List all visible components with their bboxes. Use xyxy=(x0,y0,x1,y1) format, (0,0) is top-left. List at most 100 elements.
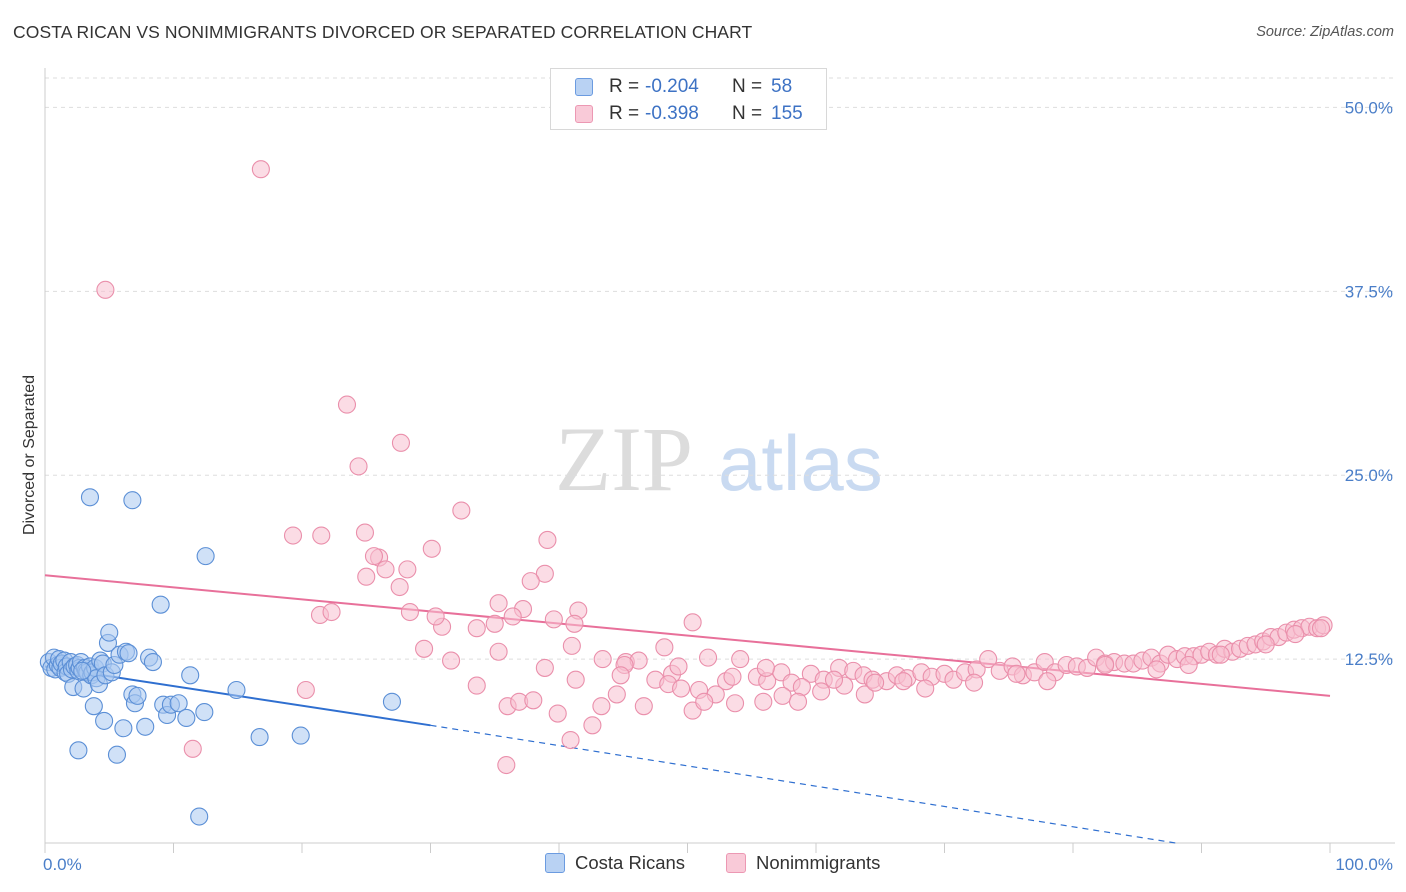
nonimmigrant-point xyxy=(916,679,935,698)
costa-rican-point xyxy=(177,708,196,728)
nonimmigrant-point xyxy=(312,526,331,545)
x-tick-label: 100.0% xyxy=(1335,855,1393,874)
nonimmigrant-point xyxy=(452,501,471,520)
costa-rican-point xyxy=(227,680,246,700)
source-credit: Source: ZipAtlas.com xyxy=(1256,24,1394,40)
nonimmigrant-point xyxy=(592,697,611,716)
nonimmigrant-point xyxy=(1038,672,1057,691)
nonimmigrant-point xyxy=(756,658,775,677)
costa-rican-point xyxy=(69,741,88,760)
nonimmigrant-point xyxy=(669,657,688,676)
nonimmigrant-point xyxy=(548,704,567,723)
nonimmigrant-point xyxy=(503,607,522,626)
nonimmigrant-point xyxy=(442,651,461,670)
nonimmigrant-point xyxy=(1211,645,1230,664)
legend-n-label: N = xyxy=(732,103,763,124)
nonimmigrant-point xyxy=(607,685,626,704)
costa-rican-point xyxy=(100,623,119,642)
bottom-legend-swatch-blue xyxy=(545,853,565,873)
nonimmigrant-point xyxy=(699,648,718,667)
nonimmigrant-point xyxy=(96,280,115,299)
legend-r-value: -0.204 xyxy=(645,76,699,97)
nonimmigrant-point xyxy=(1007,664,1026,683)
nonimmigrant-point xyxy=(398,560,417,579)
nonimmigrant-point xyxy=(489,642,508,661)
costa-rican-point xyxy=(190,807,209,826)
watermark-atlas: atlas xyxy=(718,419,883,507)
nonimmigrant-point xyxy=(349,457,368,476)
data-points xyxy=(39,160,1333,826)
gridlines xyxy=(45,77,1395,660)
nonimmigrant-point xyxy=(296,680,315,700)
nonimmigrant-point xyxy=(562,636,581,655)
nonimmigrant-point xyxy=(535,564,554,583)
chart-title: COSTA RICAN VS NONIMMIGRANTS DIVORCED OR… xyxy=(13,22,753,42)
costa-rican-point xyxy=(73,661,92,680)
tick-labels: 12.5% 25.0% 37.5% 50.0% 0.0% 100.0% xyxy=(43,98,1393,874)
costa-rican-point xyxy=(143,652,162,672)
nonimmigrant-point xyxy=(390,577,409,597)
bottom-legend-label: Nonimmigrants xyxy=(756,852,881,873)
legend-swatch-pink xyxy=(575,105,593,123)
nonimmigrant-point xyxy=(725,694,745,713)
costa-rican-point xyxy=(84,697,103,716)
legend-r-label: R = xyxy=(609,76,640,97)
costa-rican-point xyxy=(136,717,155,736)
nonimmigrant-point xyxy=(415,639,434,658)
nonimmigrant-point xyxy=(535,658,554,677)
nonimmigrant-point xyxy=(565,614,584,633)
nonimmigrant-point xyxy=(611,666,630,685)
nonimmigrant-point xyxy=(788,692,808,711)
nonimmigrant-point xyxy=(489,594,508,613)
legend-row-costa-ricans: R = -0.204 N = 58 xyxy=(551,75,826,99)
nonimmigrant-point xyxy=(561,730,580,750)
axes xyxy=(44,68,1395,853)
costa-rican-point xyxy=(181,666,200,685)
nonimmigrant-point xyxy=(634,697,653,716)
costa-rican-point xyxy=(291,726,310,745)
nonimmigrant-point xyxy=(337,395,357,414)
y-tick-label: 37.5% xyxy=(1345,282,1393,301)
costa-rican-point xyxy=(128,686,147,705)
costa-rican-point xyxy=(151,595,170,614)
nonimmigrant-point xyxy=(754,692,773,711)
legend: R = -0.204 N = 58 R = -0.398 N = 155 xyxy=(550,68,827,130)
nonimmigrant-point xyxy=(695,692,714,711)
watermark-zip: ZIP xyxy=(555,408,693,510)
nonimmigrant-point xyxy=(1179,655,1198,675)
nonimmigrant-point xyxy=(364,547,384,566)
costa-rican-point xyxy=(114,719,133,738)
nonimmigrant-point xyxy=(894,672,913,691)
nonimmigrant-point xyxy=(731,650,750,669)
legend-row-nonimmigrants: R = -0.398 N = 155 xyxy=(551,102,826,126)
nonimmigrant-point xyxy=(1256,635,1275,654)
nonimmigrant-point xyxy=(521,572,540,591)
nonimmigrant-point xyxy=(391,433,410,452)
y-axis-label: Divorced or Separated xyxy=(21,375,38,535)
bottom-legend-swatch-pink xyxy=(726,853,746,873)
nonimmigrant-point xyxy=(322,602,341,622)
nonimmigrant-point xyxy=(1147,660,1166,679)
legend-n-label: N = xyxy=(732,76,763,97)
costa-rican-point xyxy=(250,728,269,747)
nonimmigrant-point xyxy=(824,670,844,689)
nonimmigrant-point xyxy=(524,691,543,710)
costa-rican-point xyxy=(80,488,100,507)
nonimmigrant-point xyxy=(683,613,702,632)
nonimmigrant-point xyxy=(485,614,504,633)
costa-rican-point xyxy=(195,703,214,722)
nonimmigrant-point xyxy=(467,676,486,695)
costa-rican-trend-extension xyxy=(430,724,1176,844)
nonimmigrant-point xyxy=(376,560,395,579)
nonimmigrant-point xyxy=(400,602,419,622)
nonimmigrant-point xyxy=(979,650,998,669)
costa-rican-point xyxy=(95,711,114,730)
legend-n-value: 155 xyxy=(771,103,803,124)
costa-rican-point xyxy=(119,644,138,663)
nonimmigrant-point xyxy=(251,160,270,179)
nonimmigrant-point xyxy=(655,638,674,657)
nonimmigrant-point xyxy=(583,716,602,735)
nonimmigrant-point xyxy=(1286,625,1305,644)
bottom-legend-label: Costa Ricans xyxy=(575,852,686,873)
